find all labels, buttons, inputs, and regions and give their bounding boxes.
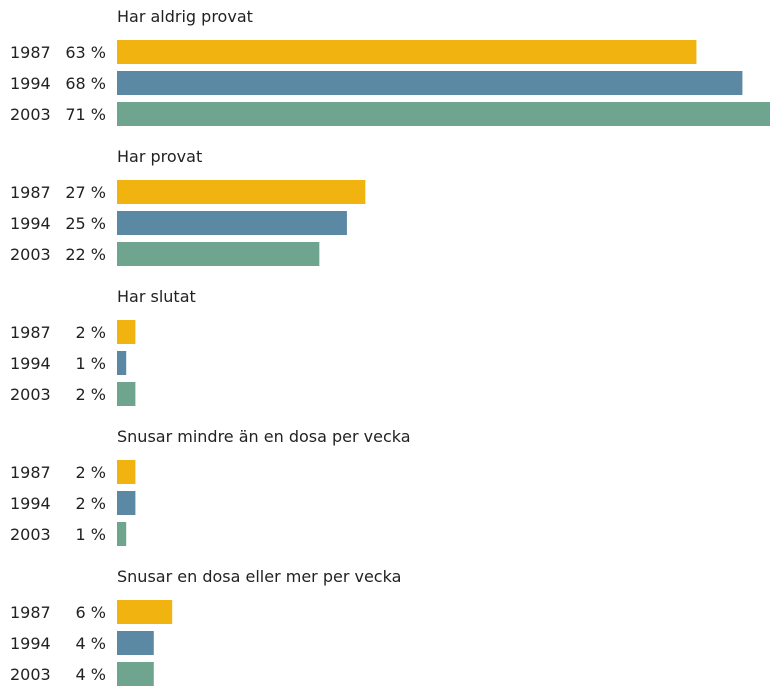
- value-label: 2 %: [76, 385, 106, 404]
- value-label: 2 %: [76, 323, 106, 342]
- year-label: 1987: [10, 603, 51, 622]
- year-label: 1994: [10, 634, 51, 653]
- value-label: 25 %: [65, 214, 106, 233]
- group-title: Snusar mindre än en dosa per vecka: [117, 427, 411, 446]
- bar-1987: [117, 600, 173, 624]
- bar-group: Har slutat 1987 2 % 1994 1 % 2003 2 %: [10, 287, 196, 406]
- bar-group: Har provat 1987 27 % 1994 25 % 2003 22 %: [10, 147, 366, 266]
- bar-2003: [117, 662, 154, 686]
- bar-2003: [117, 382, 136, 406]
- value-label: 68 %: [65, 74, 106, 93]
- value-label: 22 %: [65, 245, 106, 264]
- year-label: 1987: [10, 183, 51, 202]
- group-title: Snusar en dosa eller mer per vecka: [117, 567, 401, 586]
- value-label: 71 %: [65, 105, 106, 124]
- value-label: 63 %: [65, 43, 106, 62]
- year-label: 2003: [10, 245, 51, 264]
- year-label: 2003: [10, 665, 51, 684]
- group-title: Har aldrig provat: [117, 7, 253, 26]
- bar-1987: [117, 40, 697, 64]
- bar-1994: [117, 491, 136, 515]
- bar-1994: [117, 631, 154, 655]
- year-label: 1987: [10, 43, 51, 62]
- value-label: 1 %: [76, 354, 106, 373]
- value-label: 27 %: [65, 183, 106, 202]
- value-label: 4 %: [76, 634, 106, 653]
- value-label: 6 %: [76, 603, 106, 622]
- year-label: 2003: [10, 525, 51, 544]
- value-label: 1 %: [76, 525, 106, 544]
- year-label: 1987: [10, 463, 51, 482]
- year-label: 1994: [10, 74, 51, 93]
- group-title: Har slutat: [117, 287, 196, 306]
- bar-group: Snusar en dosa eller mer per vecka 1987 6 …: [10, 567, 401, 686]
- bar-1987: [117, 180, 366, 204]
- bar-2003: [117, 102, 770, 126]
- group-title: Har provat: [117, 147, 202, 166]
- year-label: 1994: [10, 494, 51, 513]
- bar-2003: [117, 522, 127, 546]
- year-label: 2003: [10, 105, 51, 124]
- bar-group: Snusar mindre än en dosa per vecka 1987 2 …: [10, 427, 411, 546]
- year-label: 2003: [10, 385, 51, 404]
- year-label: 1987: [10, 323, 51, 342]
- bar-1987: [117, 320, 136, 344]
- bar-2003: [117, 242, 320, 266]
- value-label: 4 %: [76, 665, 106, 684]
- year-label: 1994: [10, 354, 51, 373]
- value-label: 2 %: [76, 463, 106, 482]
- bar-1994: [117, 71, 743, 95]
- year-label: 1994: [10, 214, 51, 233]
- bar-group: Har aldrig provat 1987 63 % 1994 68 % 2003 71 …: [10, 7, 770, 126]
- value-label: 2 %: [76, 494, 106, 513]
- bar-1994: [117, 211, 347, 235]
- bar-1987: [117, 460, 136, 484]
- bar-1994: [117, 351, 127, 375]
